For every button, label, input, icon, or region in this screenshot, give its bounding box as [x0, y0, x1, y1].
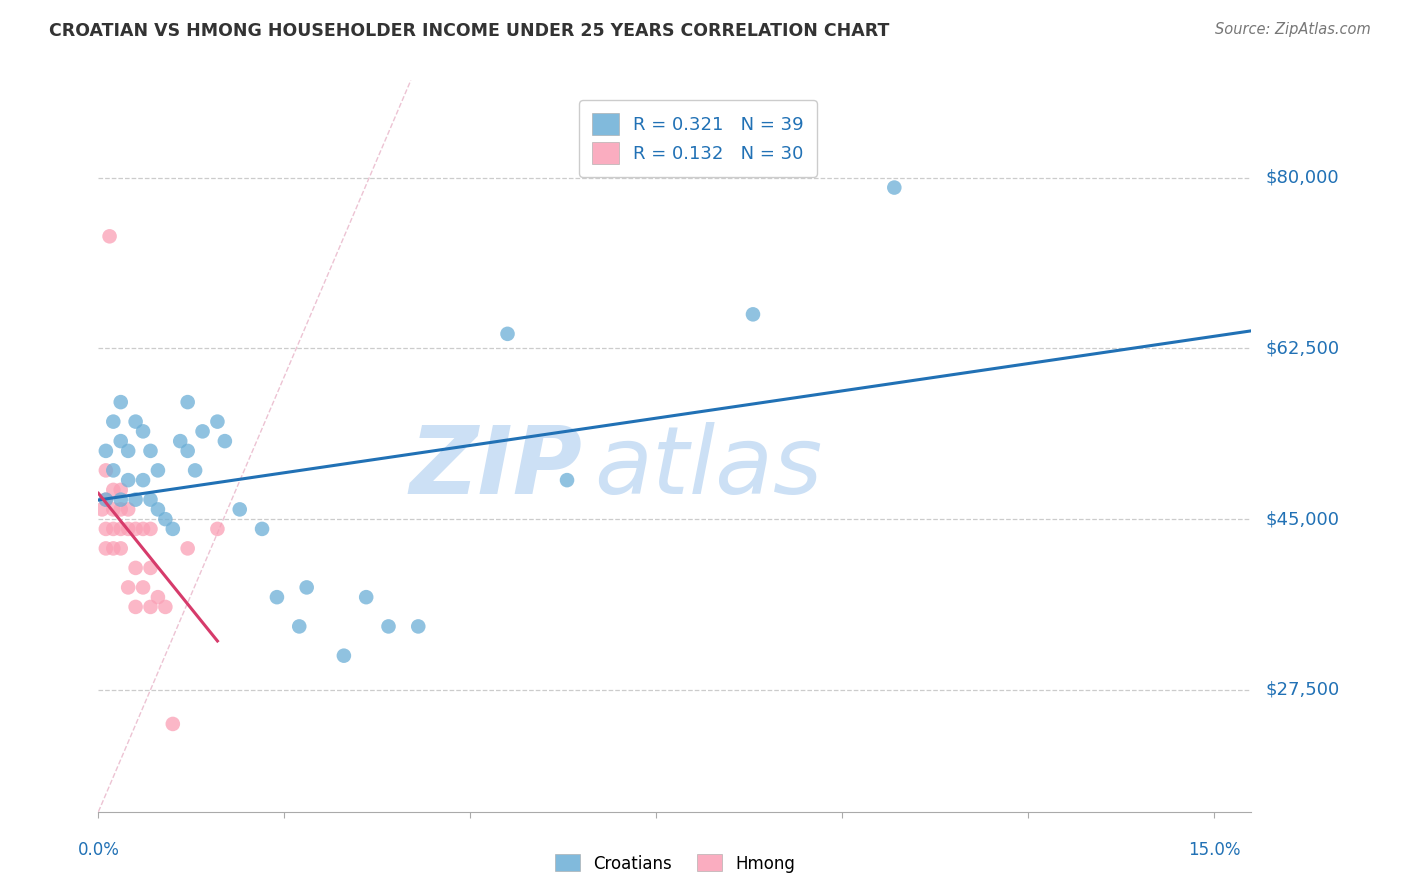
- Point: [103, 463, 125, 477]
- Point: [883, 180, 905, 194]
- Point: [295, 581, 318, 595]
- Point: [139, 443, 162, 458]
- Point: [94, 492, 117, 507]
- Point: [94, 443, 117, 458]
- Point: [110, 483, 132, 497]
- Point: [124, 492, 146, 507]
- Point: [169, 434, 191, 449]
- Point: [176, 541, 198, 556]
- Point: [162, 522, 184, 536]
- Point: [155, 512, 177, 526]
- Point: [124, 561, 146, 575]
- Point: [354, 590, 377, 604]
- Point: [124, 599, 146, 614]
- Point: [98, 229, 121, 244]
- Point: [229, 502, 252, 516]
- Point: [117, 522, 139, 536]
- Point: [124, 522, 146, 536]
- Point: [191, 425, 214, 439]
- Point: [110, 434, 132, 449]
- Point: [139, 492, 162, 507]
- Point: [103, 522, 125, 536]
- Point: [139, 522, 162, 536]
- Text: $45,000: $45,000: [1265, 510, 1340, 528]
- Point: [103, 541, 125, 556]
- Point: [132, 473, 155, 487]
- Point: [110, 541, 132, 556]
- Point: [94, 492, 117, 507]
- Point: [139, 561, 162, 575]
- Point: [176, 443, 198, 458]
- Text: CROATIAN VS HMONG HOUSEHOLDER INCOME UNDER 25 YEARS CORRELATION CHART: CROATIAN VS HMONG HOUSEHOLDER INCOME UND…: [49, 22, 890, 40]
- Point: [117, 581, 139, 595]
- Point: [207, 522, 229, 536]
- Point: [132, 581, 155, 595]
- Point: [110, 395, 132, 409]
- Point: [496, 326, 519, 341]
- Point: [139, 599, 162, 614]
- Point: [146, 590, 169, 604]
- Point: [110, 502, 132, 516]
- Text: 15.0%: 15.0%: [1188, 841, 1240, 859]
- Point: [117, 473, 139, 487]
- Point: [103, 502, 125, 516]
- Point: [103, 415, 125, 429]
- Text: Source: ZipAtlas.com: Source: ZipAtlas.com: [1215, 22, 1371, 37]
- Point: [184, 463, 207, 477]
- Point: [155, 599, 177, 614]
- Point: [94, 541, 117, 556]
- Point: [742, 307, 765, 321]
- Point: [288, 619, 311, 633]
- Text: $62,500: $62,500: [1265, 340, 1340, 358]
- Point: [333, 648, 356, 663]
- Point: [117, 502, 139, 516]
- Point: [377, 619, 399, 633]
- Text: 0.0%: 0.0%: [77, 841, 120, 859]
- Point: [146, 463, 169, 477]
- Point: [94, 463, 117, 477]
- Point: [250, 522, 273, 536]
- Point: [91, 502, 114, 516]
- Text: $27,500: $27,500: [1265, 681, 1340, 698]
- Point: [110, 522, 132, 536]
- Legend: R = 0.321   N = 39, R = 0.132   N = 30: R = 0.321 N = 39, R = 0.132 N = 30: [579, 100, 817, 177]
- Text: $80,000: $80,000: [1265, 169, 1339, 186]
- Point: [266, 590, 288, 604]
- Point: [406, 619, 429, 633]
- Point: [176, 395, 198, 409]
- Point: [207, 415, 229, 429]
- Legend: Croatians, Hmong: Croatians, Hmong: [548, 847, 801, 880]
- Point: [94, 522, 117, 536]
- Point: [162, 717, 184, 731]
- Text: atlas: atlas: [595, 423, 823, 514]
- Text: ZIP: ZIP: [409, 422, 582, 514]
- Point: [124, 415, 146, 429]
- Point: [132, 522, 155, 536]
- Point: [214, 434, 236, 449]
- Point: [146, 502, 169, 516]
- Point: [555, 473, 578, 487]
- Point: [110, 492, 132, 507]
- Point: [132, 425, 155, 439]
- Point: [117, 443, 139, 458]
- Point: [103, 483, 125, 497]
